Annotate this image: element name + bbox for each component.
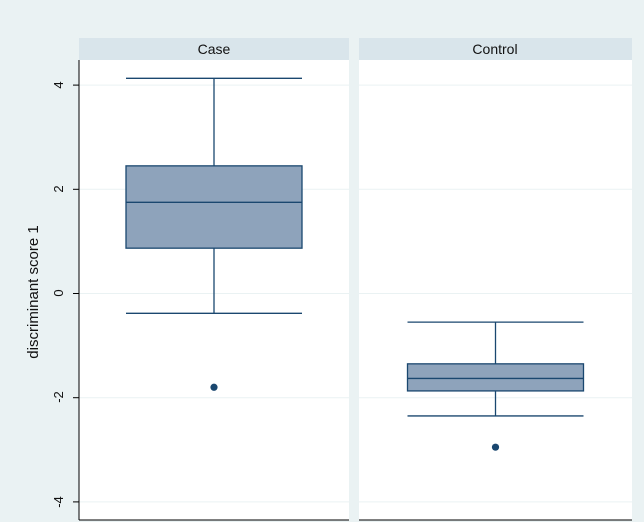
boxes	[125, 77, 585, 451]
box-control	[406, 321, 585, 451]
y-axis-tick-label: 2	[51, 185, 66, 192]
y-axis: -4 -2 0 2 4 discriminant score 1	[25, 60, 80, 520]
y-axis-tick-label: -4	[51, 496, 66, 508]
panel-control-plot-area	[359, 60, 632, 520]
y-axis-tick-label: -2	[51, 391, 66, 403]
box-case	[125, 77, 303, 391]
panel-case-strip-label: Case	[198, 41, 231, 57]
y-axis-label: discriminant score 1	[25, 225, 42, 358]
y-axis-tick-label: 4	[51, 81, 66, 88]
y-axis-tick-label: 0	[51, 289, 66, 296]
panel-case-strip	[79, 38, 349, 60]
panel-control-strip	[359, 38, 632, 60]
outlier-point	[491, 443, 500, 451]
panel-control: Control	[359, 38, 632, 520]
panel-control-strip-label: Control	[472, 41, 517, 57]
iqr-box	[406, 363, 585, 392]
iqr-box	[125, 165, 303, 249]
outlier-point	[210, 383, 218, 391]
